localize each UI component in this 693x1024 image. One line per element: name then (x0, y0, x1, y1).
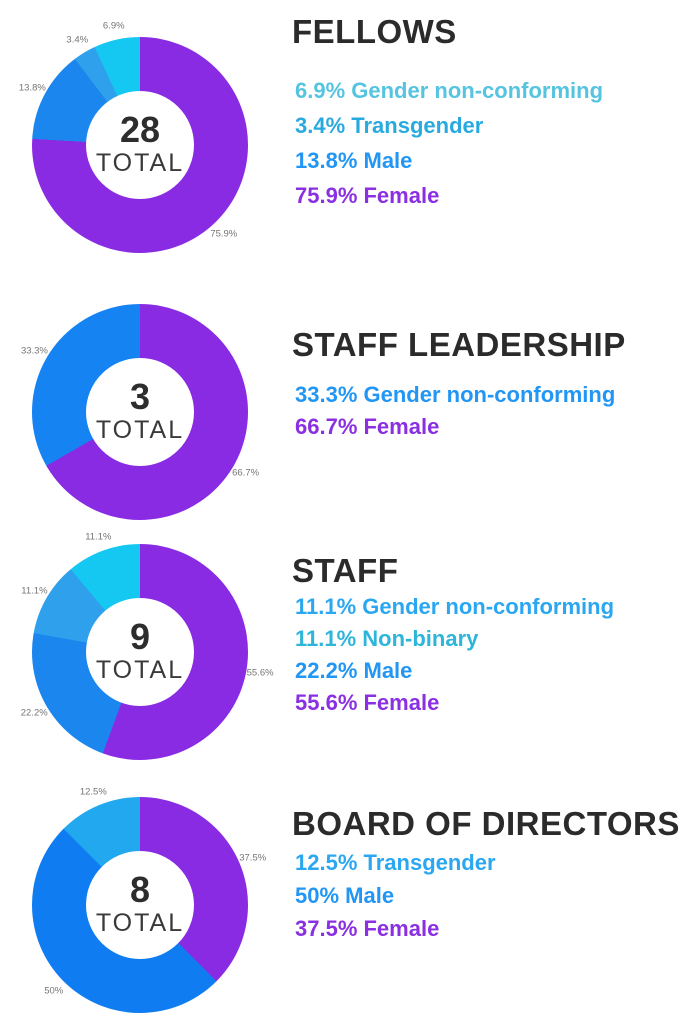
slice-percent-label: 6.9% (102, 20, 125, 32)
legend-item: 37.5% Female (295, 916, 440, 941)
slice-percent-label: 75.9% (210, 228, 238, 240)
donut-center: 9 TOTAL (86, 598, 194, 706)
legend-item: 22.2% Male (295, 658, 413, 683)
donut-chart: 28 TOTAL 75.9% 13.8% 3.4% 6.9% (19, 20, 248, 253)
section-title: STAFF (292, 552, 399, 589)
legend-item: 13.8% Male (295, 148, 413, 173)
slice-percent-label: 11.1% (85, 531, 112, 543)
slice-percent-label: 37.5% (239, 852, 267, 864)
section-title: FELLOWS (292, 13, 457, 50)
section-title: BOARD OF DIRECTORS (292, 805, 680, 842)
donut-chart: 3 TOTAL 66.7% 33.3% (21, 304, 259, 520)
donut-center: 3 TOTAL (86, 358, 194, 466)
legend-item: 50% Male (295, 883, 395, 908)
legend: 33.3% Gender non-conforming 66.7% Female (295, 384, 615, 438)
donut-total-label: TOTAL (95, 656, 185, 685)
slice-percent-label: 13.8% (18, 82, 46, 94)
slice-percent-label: 55.6% (246, 667, 274, 679)
slice-percent-label: 50% (44, 985, 64, 997)
legend-item: 12.5% Transgender (295, 850, 496, 875)
slice-percent-label: 11.1% (21, 585, 48, 597)
donut-total-label: TOTAL (95, 149, 185, 178)
legend-item: 66.7% Female (295, 414, 440, 439)
legend-item: 33.3% Gender non-conforming (295, 382, 616, 407)
legend-item: 55.6% Female (295, 690, 440, 715)
slice-percent-label: 33.3% (20, 345, 48, 357)
donut-center: 8 TOTAL (86, 851, 194, 959)
donut-total-value: 8 (129, 869, 151, 911)
donut-total-label: TOTAL (95, 416, 185, 445)
donut-total-label: TOTAL (95, 909, 185, 938)
slice-percent-label: 22.2% (20, 707, 48, 719)
legend-item: 6.9% Gender non-conforming (295, 78, 604, 103)
legend-item: 75.9% Female (295, 183, 440, 208)
slice-percent-label: 3.4% (66, 34, 89, 46)
legend-item: 11.1% Non-binary (295, 626, 479, 651)
legend: 6.9% Gender non-conforming 3.4% Transgend… (295, 80, 603, 207)
donut-chart: 9 TOTAL 55.6% 22.2% 11.1% 11.1% (21, 532, 274, 760)
donut-chart: 8 TOTAL 37.5% 50% 12.5% (32, 787, 266, 1013)
donut-center: 28 TOTAL (86, 91, 194, 199)
slice-percent-label: 66.7% (232, 467, 260, 479)
section-title: STAFF LEADERSHIP (292, 326, 626, 363)
legend: 11.1% Gender non-conforming 11.1% Non-bin… (295, 596, 614, 714)
legend-item: 11.1% Gender non-conforming (295, 594, 615, 619)
donut-total-value: 28 (119, 109, 161, 151)
legend: 12.5% Transgender 50% Male 37.5% Female (295, 852, 496, 940)
legend-item: 3.4% Transgender (295, 113, 484, 138)
donut-total-value: 3 (129, 376, 151, 418)
donut-total-value: 9 (129, 616, 151, 658)
slice-percent-label: 12.5% (79, 786, 107, 798)
